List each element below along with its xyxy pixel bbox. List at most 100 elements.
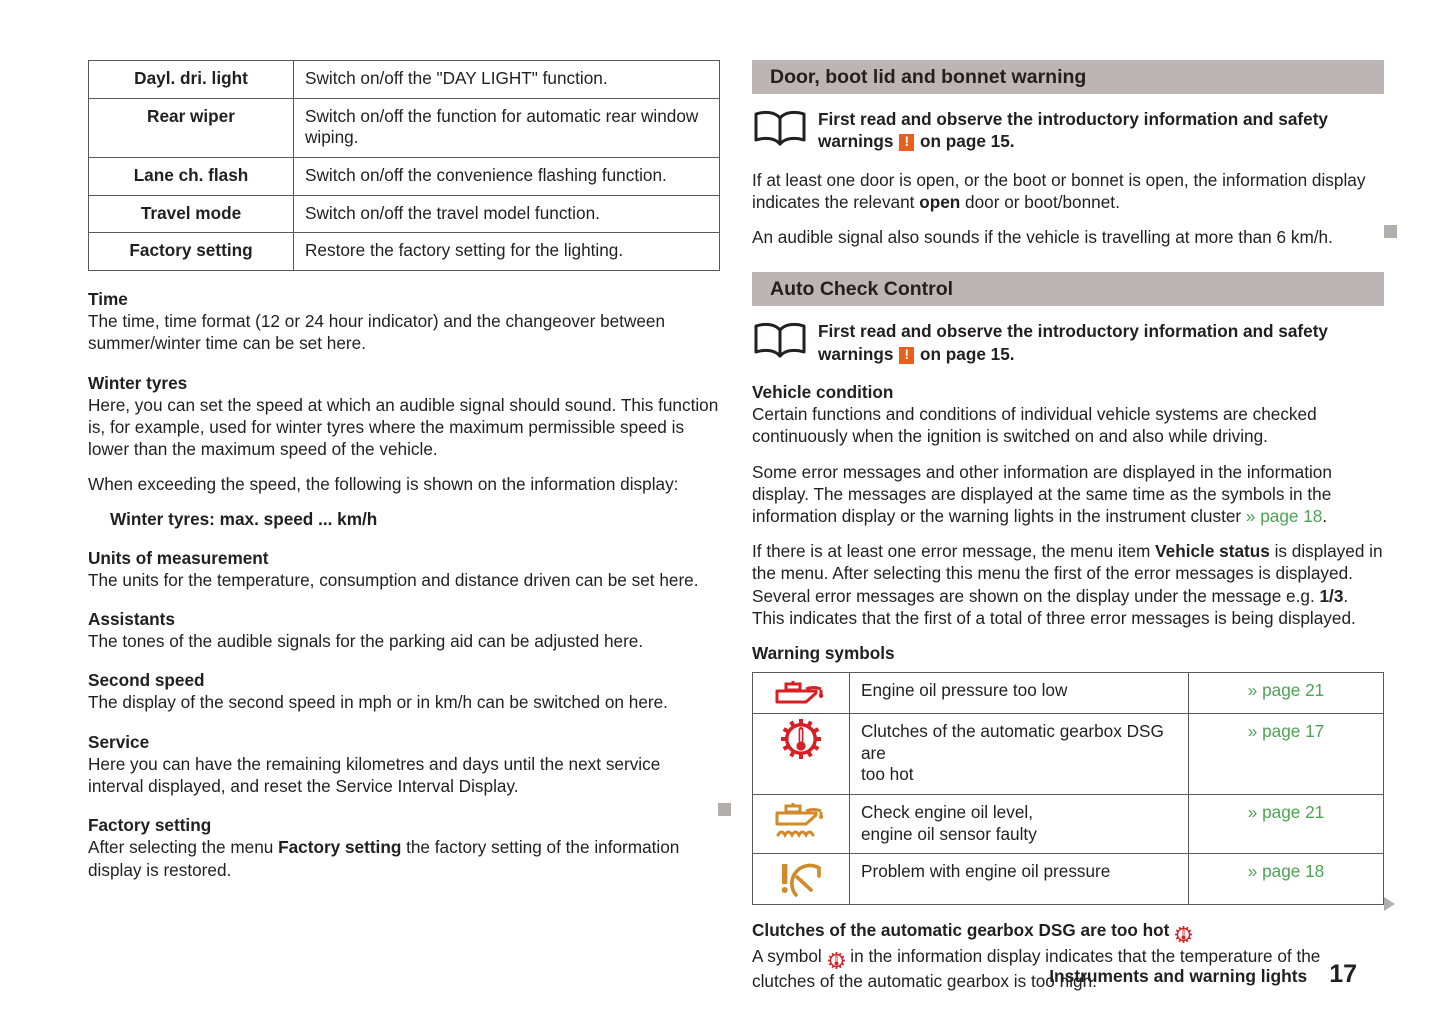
heading-vehicle-condition: Vehicle condition bbox=[752, 382, 894, 402]
paragraph-vehicle-condition: Certain functions and conditions of indi… bbox=[752, 404, 1317, 447]
vehicle-status-counter: 1/3 bbox=[1319, 585, 1344, 606]
section-header-auto-check-control: Auto Check Control bbox=[752, 272, 1384, 307]
paragraph-dsg-clutches: A symbol in the inf bbox=[752, 945, 1384, 992]
heading-winter-tyres: Winter tyres bbox=[88, 372, 188, 393]
section-header-door-boot-bonnet: Door, boot lid and bonnet warning bbox=[752, 60, 1384, 94]
paragraph-vehicle-status: If there is at least one error message, … bbox=[752, 540, 1384, 629]
gear-thermometer-red-icon bbox=[1175, 923, 1193, 944]
setting-value: Switch on/off the travel model function. bbox=[293, 194, 720, 234]
dsg-body-text-1: A symbol bbox=[752, 945, 827, 966]
setting-value: Restore the factory setting for the ligh… bbox=[293, 232, 720, 272]
table-row: Check engine oil level, engine oil senso… bbox=[752, 794, 1384, 855]
note-text-auto-check: First read and observe the introductory … bbox=[818, 320, 1384, 365]
footer-page-number: 17 bbox=[1329, 960, 1357, 988]
right-column: Door, boot lid and bonnet warning First … bbox=[752, 60, 1384, 1005]
paragraph-service: Here you can have the remaining kilometr… bbox=[88, 753, 661, 797]
heading-service: Service bbox=[88, 731, 150, 752]
note-block-auto-check: First read and observe the introductory … bbox=[752, 320, 1384, 365]
setting-key: Factory setting bbox=[88, 232, 294, 272]
display-message-winter-tyres: Winter tyres: max. speed ... km/h bbox=[110, 508, 378, 529]
gear-thermometer-red-icon bbox=[781, 719, 821, 760]
settings-table-body: Dayl. dri. light Switch on/off the "DAY … bbox=[88, 60, 720, 272]
table-row: Rear wiper Switch on/off the function fo… bbox=[88, 97, 720, 159]
note-text-part1: First read and observe the introductory … bbox=[818, 321, 1328, 364]
section-end-marker bbox=[1384, 225, 1397, 238]
warning-desc-line1: Engine oil pressure too low bbox=[861, 680, 1068, 701]
heading-time: Time bbox=[88, 289, 128, 310]
paragraph-winter-tyres-1: Here, you can set the speed at which an … bbox=[88, 394, 719, 460]
setting-key: Travel mode bbox=[88, 194, 294, 234]
heading-warning-symbols: Warning symbols bbox=[752, 642, 895, 663]
warning-symbol-cell bbox=[752, 672, 850, 715]
table-row: Problem with engine oil pressure » page … bbox=[752, 853, 1384, 906]
note-block-door-warning: First read and observe the introductory … bbox=[752, 108, 1384, 153]
setting-value: Switch on/off the function for automatic… bbox=[293, 97, 720, 159]
error-messages-text-2: . bbox=[1322, 505, 1328, 526]
vehicle-status-text-2: is displayed in the menu. After selectin… bbox=[752, 541, 1383, 606]
warning-desc-line2: too hot bbox=[861, 764, 914, 785]
book-icon bbox=[752, 108, 818, 148]
vehicle-status-menu-name: Vehicle status bbox=[1155, 541, 1270, 562]
setting-value: Switch on/off the "DAY LIGHT" function. bbox=[293, 60, 720, 99]
warning-symbol-cell bbox=[752, 794, 850, 855]
heading-assistants: Assistants bbox=[88, 608, 175, 629]
table-row: Lane ch. flash Switch on/off the conveni… bbox=[88, 157, 720, 196]
paragraph-time: The time, time format (12 or 24 hour ind… bbox=[88, 311, 666, 354]
paragraph-winter-tyres-2: When exceeding the speed, the following … bbox=[88, 474, 679, 495]
paragraph-assistants: The tones of the audible signals for the… bbox=[88, 631, 644, 652]
left-column: Dayl. dri. light Switch on/off the "DAY … bbox=[88, 60, 720, 894]
warning-symbol-cell bbox=[752, 853, 850, 906]
factory-setting-text-1: After selecting the menu bbox=[88, 837, 279, 858]
table-row: Engine oil pressure too low » page 21 bbox=[752, 672, 1384, 715]
warning-symbols-table: Engine oil pressure too low » page 21 bbox=[752, 672, 1384, 906]
oil-can-red-icon bbox=[773, 681, 829, 704]
page-footer: Instruments and warning lights 17 bbox=[1049, 960, 1357, 989]
note-text-part2: on page 15. bbox=[915, 131, 1015, 152]
heading-units: Units of measurement bbox=[88, 547, 269, 568]
warning-badge-icon: ! bbox=[899, 346, 915, 364]
paragraph-factory-setting: After selecting the menu Factory setting… bbox=[88, 836, 720, 880]
settings-table: Dayl. dri. light Switch on/off the "DAY … bbox=[88, 60, 720, 272]
setting-key: Lane ch. flash bbox=[88, 157, 294, 196]
table-row: Dayl. dri. light Switch on/off the "DAY … bbox=[88, 60, 720, 99]
vehicle-status-text-1: If there is at least one error message, … bbox=[752, 541, 1156, 562]
table-row: Factory setting Restore the factory sett… bbox=[88, 232, 720, 272]
table-row: Clutches of the automatic gearbox DSG ar… bbox=[752, 713, 1384, 796]
factory-setting-text-2: the factory setting of the information d… bbox=[88, 837, 680, 880]
warning-page-reference[interactable]: » page 18 bbox=[1188, 853, 1384, 906]
paragraph-audible-signal: An audible signal also sounds if the veh… bbox=[752, 227, 1333, 248]
exclamation-gauge-amber-icon bbox=[777, 864, 825, 898]
oil-can-waves-amber-icon bbox=[773, 803, 829, 839]
warning-desc-line1: Check engine oil level, bbox=[861, 802, 1033, 823]
warning-page-reference[interactable]: » page 21 bbox=[1188, 672, 1384, 715]
note-text-door-warning: First read and observe the introductory … bbox=[818, 108, 1384, 153]
heading-second-speed: Second speed bbox=[88, 670, 205, 691]
warning-description: Engine oil pressure too low bbox=[849, 672, 1189, 715]
door-open-text-2: door or boot/bonnet. bbox=[960, 191, 1120, 212]
warning-desc-line1: Clutches of the automatic gearbox DSG ar… bbox=[861, 721, 1164, 763]
table-row: Travel mode Switch on/off the travel mod… bbox=[88, 194, 720, 234]
warning-page-reference[interactable]: » page 17 bbox=[1188, 713, 1384, 796]
paragraph-second-speed: The display of the second speed in mph o… bbox=[88, 692, 668, 713]
note-text-part1: First read and observe the introductory … bbox=[818, 109, 1328, 152]
paragraph-door-open: If at least one door is open, or the boo… bbox=[752, 169, 1384, 213]
door-open-bold: open bbox=[919, 191, 961, 212]
warning-symbols-table-body: Engine oil pressure too low » page 21 bbox=[752, 672, 1384, 906]
dsg-body-text-2: in the information display indicates tha… bbox=[752, 945, 1321, 991]
dsg-heading-text: Clutches of the automatic gearbox DSG ar… bbox=[752, 920, 1175, 941]
heading-factory-setting: Factory setting bbox=[88, 815, 212, 836]
warning-badge-icon: ! bbox=[899, 134, 915, 152]
warning-desc-line1: Problem with engine oil pressure bbox=[861, 861, 1111, 882]
warning-description: Clutches of the automatic gearbox DSG ar… bbox=[849, 713, 1189, 796]
warning-page-reference[interactable]: » page 21 bbox=[1188, 794, 1384, 855]
cross-reference-link[interactable]: » page 18 bbox=[1245, 505, 1323, 526]
vehicle-status-text-3: . This indicates that the first of a tot… bbox=[752, 585, 1356, 628]
warning-description: Problem with engine oil pressure bbox=[849, 853, 1189, 906]
section-end-marker bbox=[718, 803, 731, 816]
factory-setting-menu-name: Factory setting bbox=[278, 837, 402, 858]
warning-desc-line2: engine oil sensor faulty bbox=[861, 823, 1037, 844]
gear-thermometer-red-icon bbox=[827, 949, 845, 969]
continuation-marker bbox=[1384, 897, 1395, 911]
error-messages-text-1: Some error messages and other informatio… bbox=[752, 461, 1332, 526]
